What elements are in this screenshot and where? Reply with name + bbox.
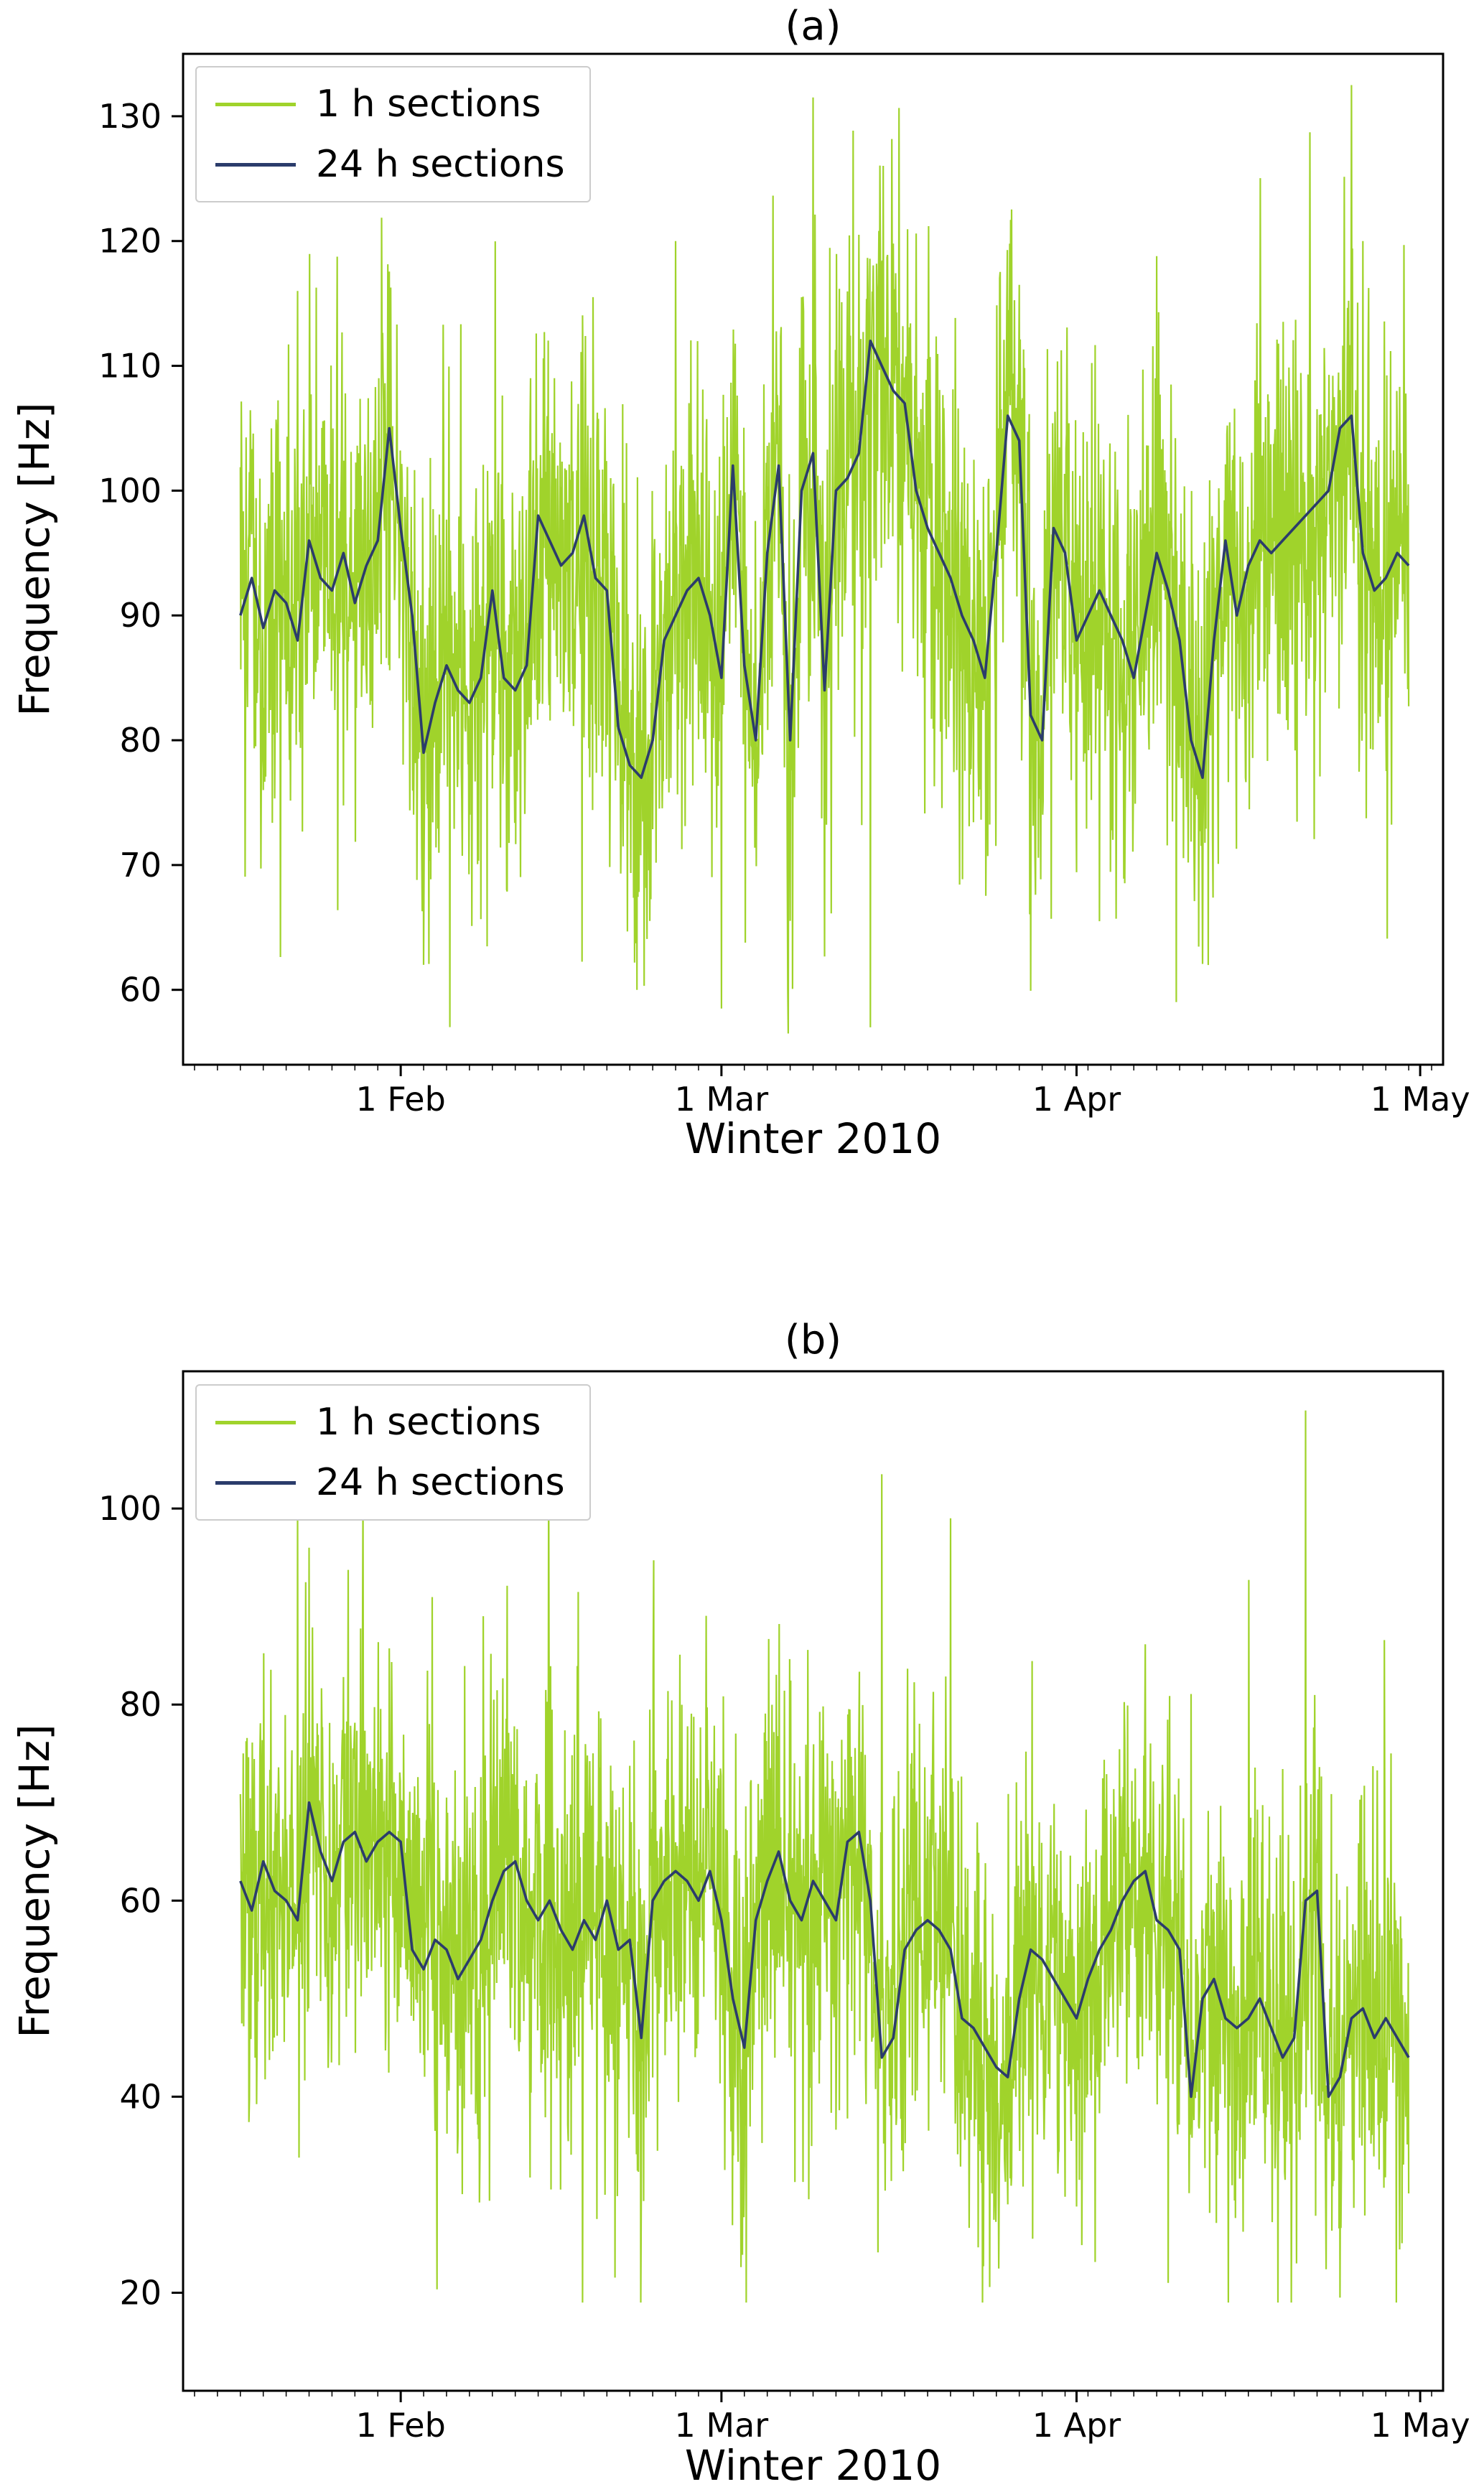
legend-label-24h: 24 h sections [316,143,565,187]
legend-item-1h: 1 h sections [215,1397,565,1447]
y-tick-label: 130 [98,97,162,136]
plot-area-b [239,1410,1410,2303]
chart-a-x-axis-label: Winter 2010 [684,1114,942,1163]
y-tick-label: 110 [98,347,162,386]
legend-item-24h: 24 h sections [215,1457,565,1508]
y-tick-label: 80 [119,721,162,760]
y-tick-label: 90 [119,596,162,635]
series-24h-line [239,1801,1410,2099]
legend-item-24h: 24 h sections [215,139,565,190]
chart-a-legend: 1 h sections 24 h sections [195,66,591,203]
chart-b-y-axis-label: Frequency [Hz] [10,1724,59,2038]
y-tick-label: 60 [119,1881,162,1920]
series-24h-line [239,339,1410,779]
y-tick-label: 120 [98,222,162,261]
x-tick-label: 1 Mar [675,2406,769,2445]
series-1h-line [239,85,1410,1034]
legend-item-1h: 1 h sections [215,79,565,129]
chart-b-x-axis-label: Winter 2010 [684,2441,942,2490]
series-1h-line [239,1410,1410,2303]
y-tick-label: 70 [119,846,162,885]
y-tick-label: 20 [119,2273,162,2312]
y-tick-label: 80 [119,1685,162,1724]
x-tick-label: 1 Feb [355,1080,445,1119]
chart-a-y-axis-label: Frequency [Hz] [10,402,59,717]
legend-label-1h: 1 h sections [316,83,541,126]
y-tick-label: 40 [119,2077,162,2116]
plot-area-a [239,85,1410,1034]
legend-line-1h-icon [215,102,296,106]
legend-label-24h: 24 h sections [316,1461,565,1505]
x-tick-label: 1 Apr [1032,1080,1121,1119]
x-tick-label: 1 Apr [1032,2406,1121,2445]
legend-line-24h-icon [215,162,296,167]
chart-a-title: (a) [785,3,841,50]
x-tick-label: 1 May [1371,2406,1470,2445]
x-tick-label: 1 Feb [355,2406,445,2445]
chart-b-title: (b) [784,1317,842,1363]
x-tick-label: 1 Mar [675,1080,769,1119]
legend-label-1h: 1 h sections [316,1401,541,1444]
y-tick-label: 60 [119,971,162,1009]
chart-b-legend: 1 h sections 24 h sections [195,1384,591,1521]
x-tick-label: 1 May [1371,1080,1470,1119]
y-tick-label: 100 [98,1489,162,1528]
legend-line-1h-icon [215,1420,296,1424]
legend-line-24h-icon [215,1480,296,1485]
y-tick-label: 100 [98,471,162,510]
